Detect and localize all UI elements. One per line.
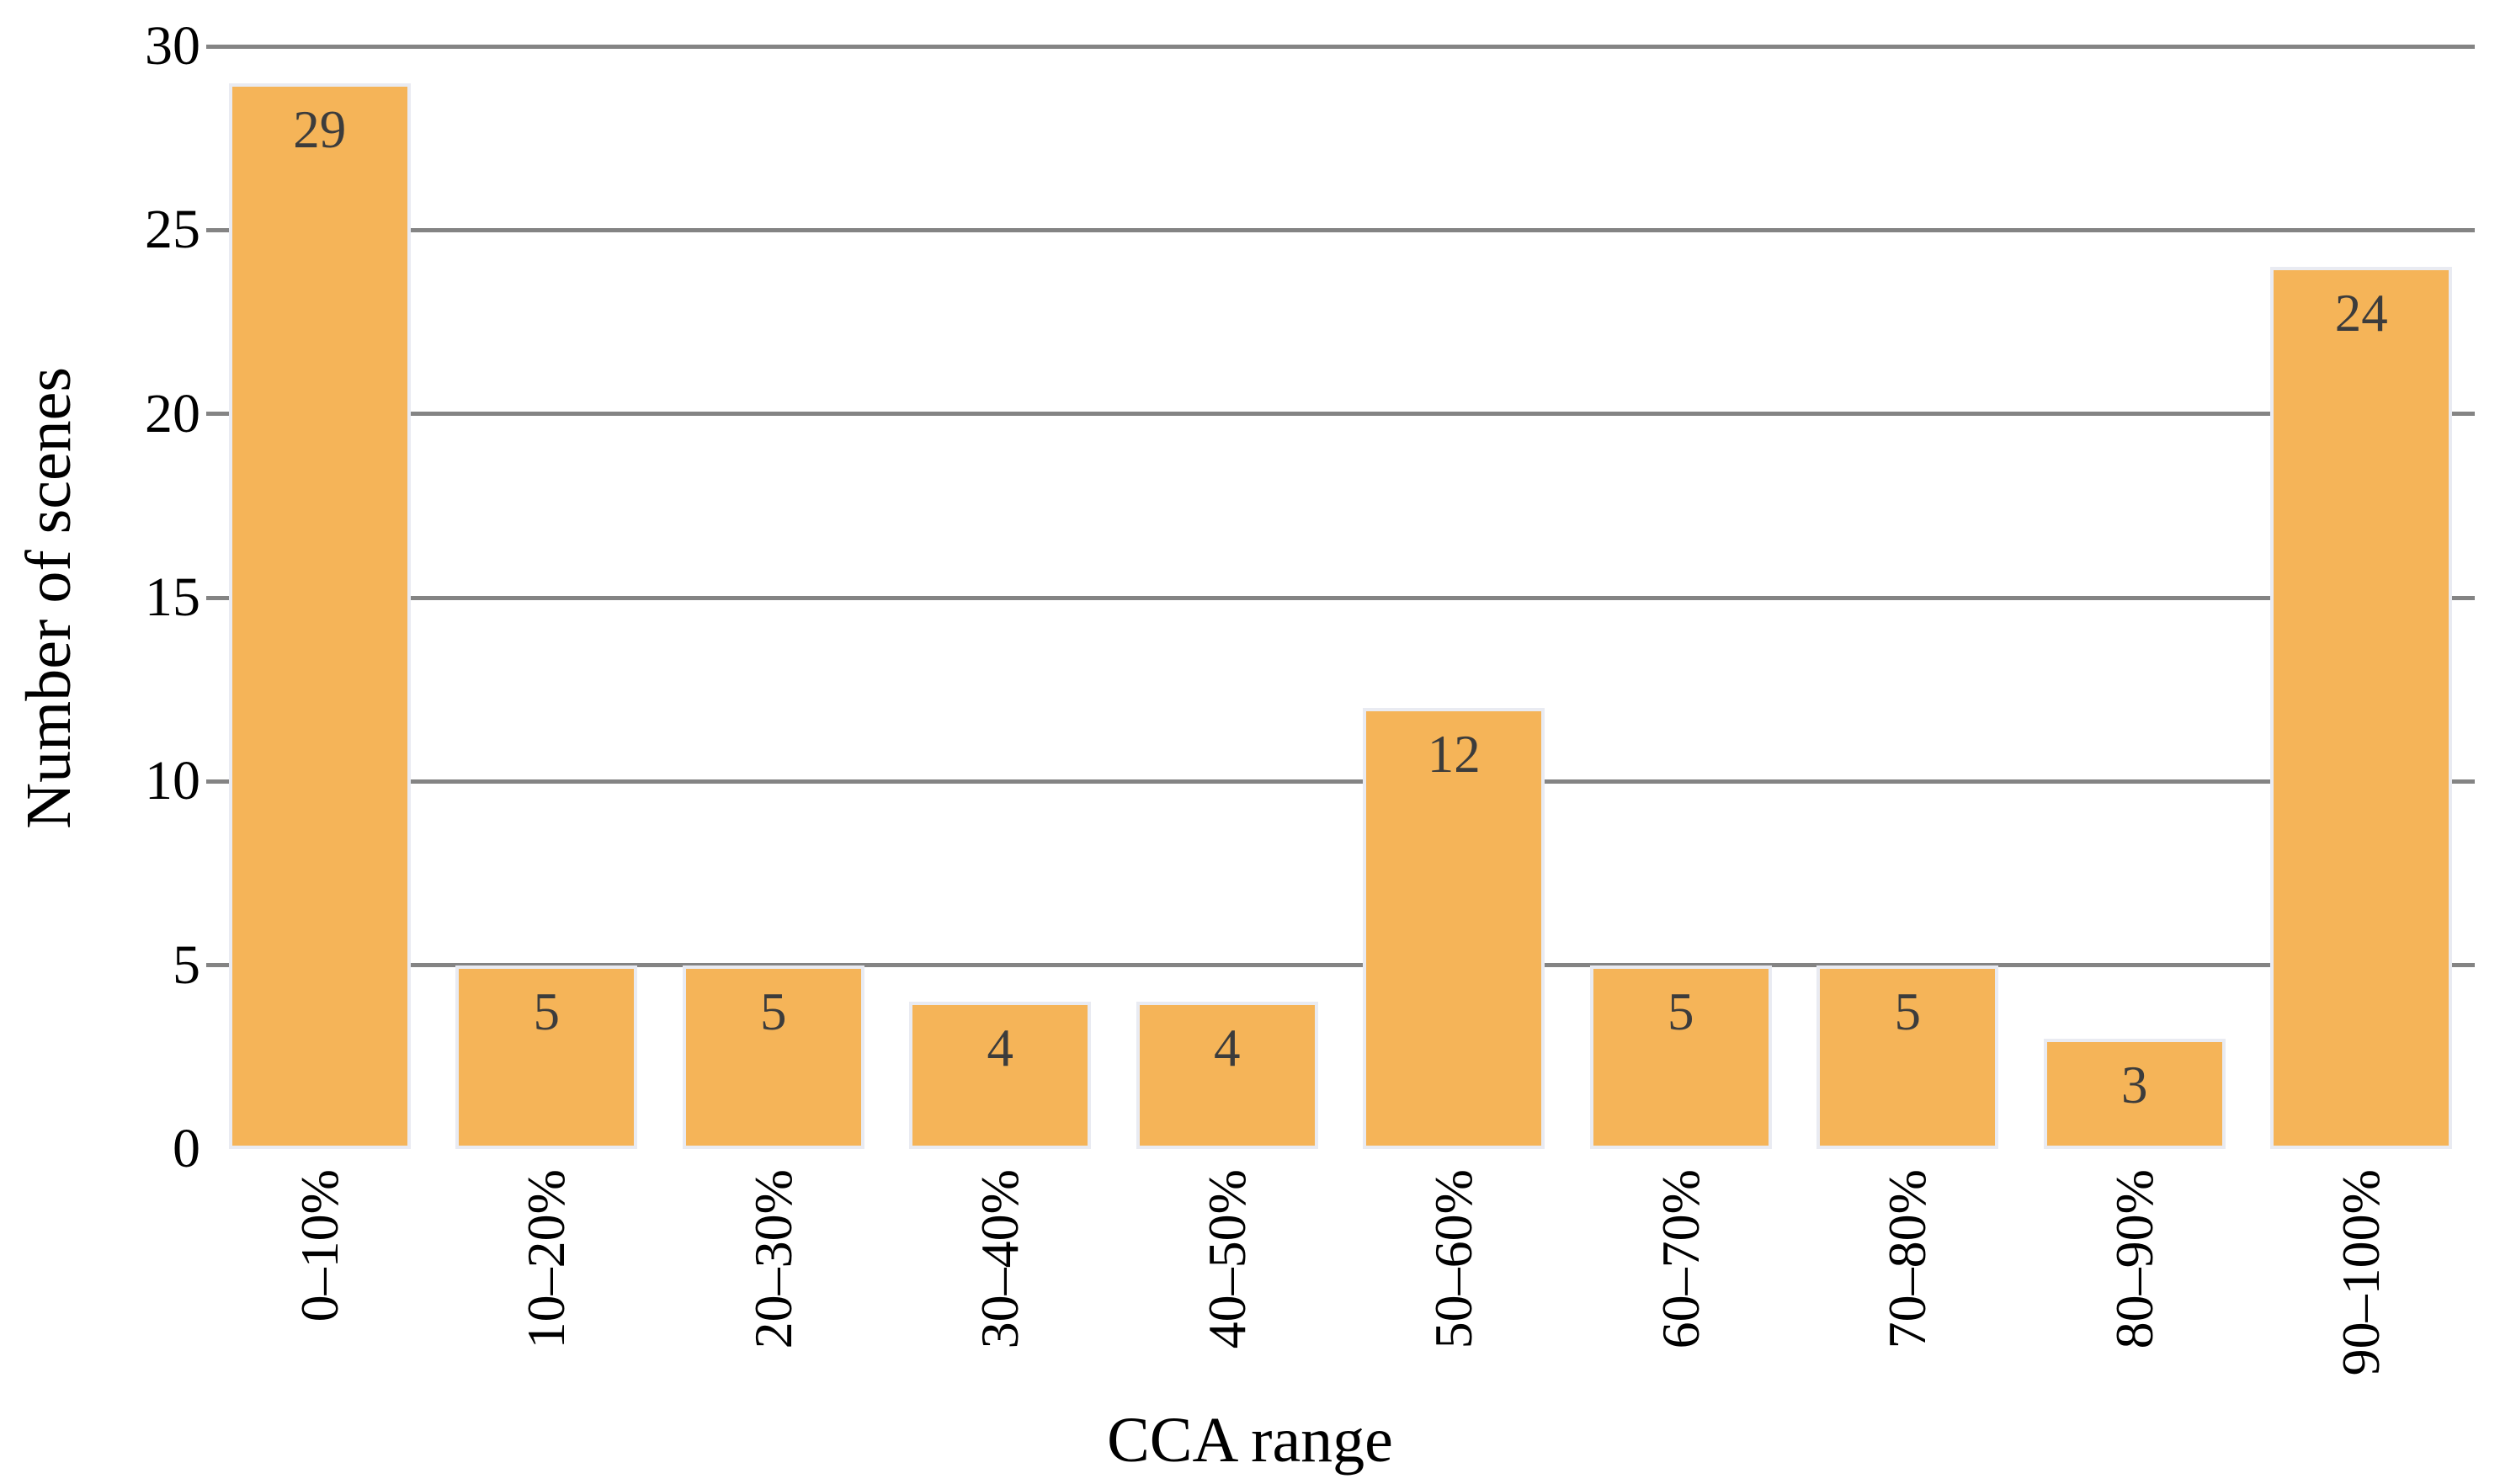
y-axis-tick-labels: 0 5 10 15 20 25 30 bbox=[0, 0, 200, 1484]
x-tick-label: 0–10% bbox=[289, 1169, 349, 1322]
bar-value-label: 5 bbox=[1667, 981, 1694, 1041]
x-tick-slot: 70–80% bbox=[1795, 1169, 2022, 1388]
x-tick-slot: 80–90% bbox=[2021, 1169, 2248, 1388]
x-tick-label: 70–80% bbox=[1877, 1169, 1938, 1349]
gridline bbox=[206, 44, 2475, 49]
y-tick-label: 20 bbox=[145, 382, 200, 444]
bar-value-label: 5 bbox=[533, 981, 560, 1041]
x-tick-label: 60–70% bbox=[1650, 1169, 1710, 1349]
x-tick-label: 30–40% bbox=[970, 1169, 1030, 1349]
bar: 5 bbox=[1589, 965, 1772, 1149]
x-tick-slot: 0–10% bbox=[206, 1169, 434, 1388]
y-tick-label: 30 bbox=[145, 15, 200, 77]
x-axis-title: CCA range bbox=[1107, 1405, 1393, 1476]
x-tick-label: 20–30% bbox=[742, 1169, 803, 1349]
x-tick-label: 10–20% bbox=[516, 1169, 577, 1349]
bar: 12 bbox=[1363, 708, 1545, 1149]
bar: 29 bbox=[228, 82, 411, 1149]
bar: 4 bbox=[909, 1002, 1092, 1149]
bar-value-label: 4 bbox=[987, 1019, 1013, 1078]
y-tick-label: 15 bbox=[145, 566, 200, 628]
y-tick-label: 10 bbox=[145, 750, 200, 812]
bar: 5 bbox=[455, 965, 638, 1149]
bar: 3 bbox=[2043, 1039, 2226, 1149]
bar: 24 bbox=[2270, 267, 2453, 1149]
gridline bbox=[206, 227, 2475, 232]
bar-value-label: 29 bbox=[293, 99, 347, 159]
x-tick-label: 40–50% bbox=[1196, 1169, 1257, 1349]
x-tick-slot: 90–100% bbox=[2248, 1169, 2476, 1388]
bar-value-label: 5 bbox=[759, 981, 787, 1041]
x-tick-slot: 10–20% bbox=[434, 1169, 661, 1388]
bar: 5 bbox=[682, 965, 864, 1149]
y-tick-label: 0 bbox=[173, 1118, 200, 1179]
y-tick-label: 5 bbox=[173, 933, 200, 996]
x-tick-slot: 40–50% bbox=[1114, 1169, 1341, 1388]
bar-value-label: 12 bbox=[1427, 725, 1481, 784]
x-tick-slot: 50–60% bbox=[1341, 1169, 1568, 1388]
x-tick-slot: 30–40% bbox=[887, 1169, 1114, 1388]
bar-value-label: 5 bbox=[1894, 981, 1921, 1041]
x-tick-label: 90–100% bbox=[2331, 1169, 2391, 1376]
y-tick-label: 25 bbox=[145, 199, 200, 261]
x-tick-label: 50–60% bbox=[1423, 1169, 1484, 1349]
plot-area: 29 5 5 4 4 12 5 5 3 24 bbox=[206, 44, 2475, 1149]
bar: 4 bbox=[1136, 1002, 1318, 1149]
x-tick-slot: 20–30% bbox=[660, 1169, 887, 1388]
x-axis-tick-labels: 0–10% 10–20% 20–30% 30–40% 40–50% 50–60% 60–70… bbox=[206, 1169, 2475, 1388]
bar-value-label: 4 bbox=[1213, 1019, 1241, 1078]
x-tick-slot: 60–70% bbox=[1567, 1169, 1795, 1388]
gridline bbox=[206, 963, 2475, 968]
x-tick-label: 80–90% bbox=[2104, 1169, 2164, 1349]
bar-value-label: 3 bbox=[2120, 1056, 2148, 1114]
gridline bbox=[206, 595, 2475, 600]
gridline bbox=[206, 779, 2475, 784]
bar: 5 bbox=[1816, 965, 1999, 1149]
bar-value-label: 24 bbox=[2334, 284, 2388, 343]
gridline bbox=[206, 412, 2475, 417]
